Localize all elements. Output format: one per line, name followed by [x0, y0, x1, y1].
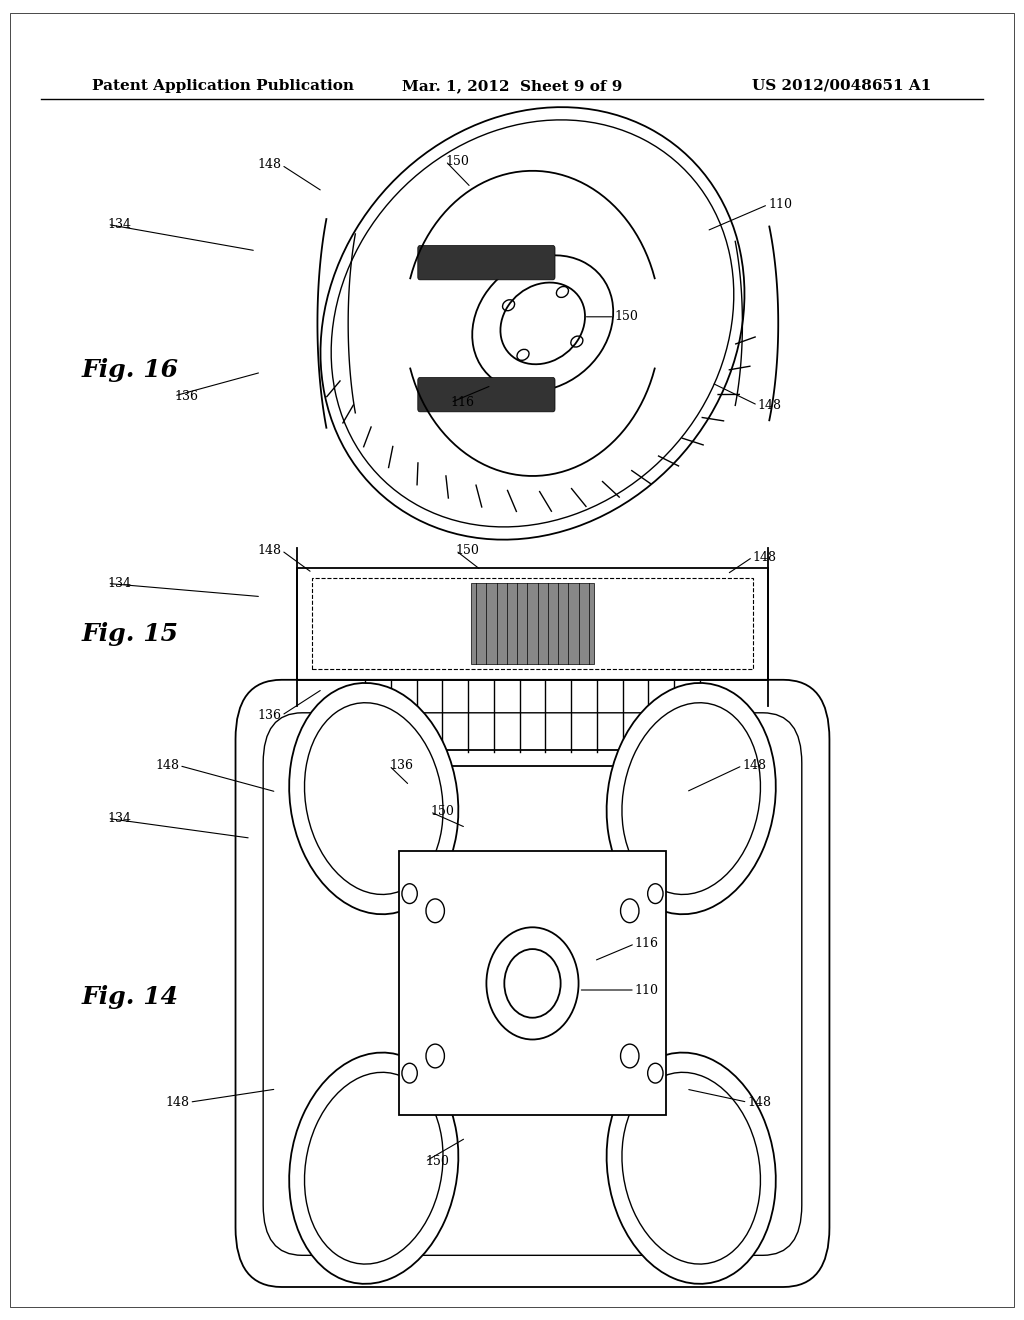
- Text: 148: 148: [258, 158, 282, 172]
- Text: 134: 134: [108, 218, 131, 231]
- Text: 134: 134: [108, 577, 131, 590]
- Ellipse shape: [622, 702, 761, 895]
- Text: Fig. 16: Fig. 16: [82, 358, 179, 381]
- Text: Patent Application Publication: Patent Application Publication: [92, 79, 354, 92]
- Text: 148: 148: [166, 1096, 189, 1109]
- Bar: [471, 583, 594, 664]
- Ellipse shape: [304, 1072, 443, 1265]
- Text: Fig. 14: Fig. 14: [82, 985, 179, 1008]
- Text: Fig. 15: Fig. 15: [82, 622, 179, 645]
- Text: 148: 148: [758, 399, 781, 412]
- Ellipse shape: [304, 702, 443, 895]
- Bar: [297, 568, 768, 680]
- Text: 150: 150: [425, 1155, 449, 1168]
- Text: 148: 148: [748, 1096, 771, 1109]
- FancyBboxPatch shape: [418, 246, 555, 280]
- Ellipse shape: [606, 1052, 776, 1284]
- Text: 148: 148: [742, 759, 766, 772]
- Text: 148: 148: [753, 550, 776, 564]
- Text: 148: 148: [156, 759, 179, 772]
- Text: 150: 150: [456, 544, 479, 557]
- Text: 110: 110: [768, 198, 792, 211]
- Bar: [399, 851, 666, 1115]
- Text: US 2012/0048651 A1: US 2012/0048651 A1: [753, 79, 932, 92]
- Text: 150: 150: [445, 154, 469, 168]
- Text: 110: 110: [635, 983, 658, 997]
- Text: 116: 116: [451, 396, 474, 409]
- Text: 136: 136: [174, 389, 198, 403]
- Ellipse shape: [606, 682, 776, 915]
- Text: 136: 136: [389, 759, 413, 772]
- Text: 136: 136: [258, 709, 282, 722]
- Ellipse shape: [622, 1072, 761, 1265]
- FancyBboxPatch shape: [418, 378, 555, 412]
- Bar: [312, 578, 753, 669]
- Text: Mar. 1, 2012  Sheet 9 of 9: Mar. 1, 2012 Sheet 9 of 9: [401, 79, 623, 92]
- Text: 150: 150: [430, 805, 454, 818]
- Bar: [339, 750, 726, 766]
- Text: 148: 148: [258, 544, 282, 557]
- Text: 116: 116: [635, 937, 658, 950]
- Text: 134: 134: [108, 812, 131, 825]
- Ellipse shape: [289, 1052, 459, 1284]
- Ellipse shape: [289, 682, 459, 915]
- Text: 150: 150: [614, 310, 638, 323]
